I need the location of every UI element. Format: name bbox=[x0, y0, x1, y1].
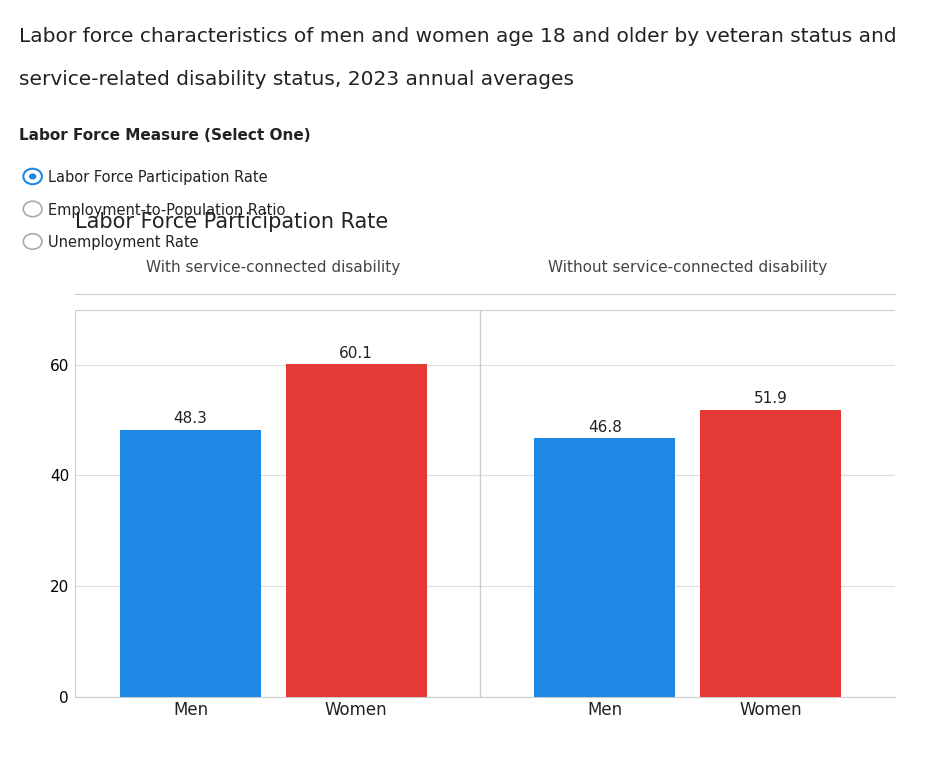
Text: 48.3: 48.3 bbox=[173, 411, 208, 426]
Text: Labor Force Measure (Select One): Labor Force Measure (Select One) bbox=[19, 128, 310, 142]
Bar bbox=[534, 438, 675, 697]
Bar bbox=[700, 409, 841, 697]
Text: Labor force characteristics of men and women age 18 and older by veteran status : Labor force characteristics of men and w… bbox=[19, 27, 897, 46]
Text: 60.1: 60.1 bbox=[339, 346, 373, 361]
Text: Labor Force Participation Rate: Labor Force Participation Rate bbox=[48, 170, 268, 185]
Text: Unemployment Rate: Unemployment Rate bbox=[48, 235, 199, 250]
Text: Without service-connected disability: Without service-connected disability bbox=[548, 259, 828, 275]
Bar bbox=[120, 430, 261, 697]
Bar bbox=[286, 365, 427, 697]
Text: Employment-to-Population Ratio: Employment-to-Population Ratio bbox=[48, 203, 286, 217]
Text: With service-connected disability: With service-connected disability bbox=[146, 259, 401, 275]
Text: 46.8: 46.8 bbox=[588, 420, 622, 434]
Text: 51.9: 51.9 bbox=[753, 392, 788, 406]
Text: service-related disability status, 2023 annual averages: service-related disability status, 2023 … bbox=[19, 70, 573, 89]
Text: Labor Force Participation Rate: Labor Force Participation Rate bbox=[75, 212, 388, 232]
